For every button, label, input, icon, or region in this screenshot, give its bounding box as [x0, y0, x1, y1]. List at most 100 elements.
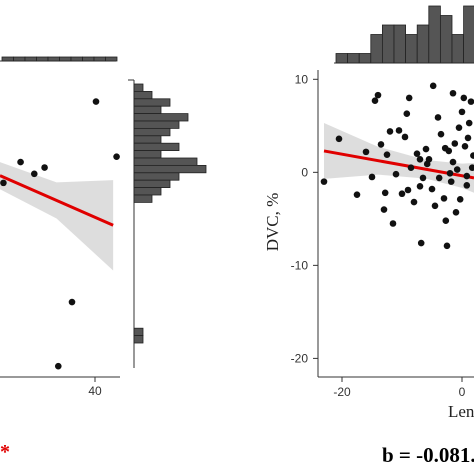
data-point [447, 178, 455, 185]
histogram-bar [82, 56, 95, 62]
data-point [398, 190, 406, 198]
data-point [467, 98, 474, 105]
histogram-bar [133, 157, 198, 166]
histogram-bar [133, 113, 189, 122]
data-point [437, 130, 445, 138]
left-x-tick-label: 40 [88, 384, 102, 398]
data-point [374, 91, 382, 99]
histogram-bar [133, 98, 171, 107]
histogram-bar [133, 335, 144, 344]
histogram-bar [416, 24, 430, 64]
data-point [460, 94, 468, 102]
right-x-axis-title: Len [448, 402, 474, 421]
x-tick-label: -20 [333, 385, 351, 399]
data-point [320, 178, 328, 185]
right-x-ticks: -20 0 [333, 377, 466, 399]
data-point [401, 133, 409, 141]
data-point [428, 185, 436, 193]
histogram-bar [133, 83, 144, 92]
data-point [92, 98, 100, 105]
histogram-bar [59, 56, 72, 62]
data-point [449, 89, 457, 97]
histogram-bar [105, 56, 118, 62]
right-slope-annotation: b = -0.081. [382, 443, 474, 467]
histogram-bar [1, 56, 14, 62]
histogram-bar [451, 34, 465, 64]
data-point [463, 172, 471, 180]
histogram-bar [133, 127, 171, 137]
data-point [403, 110, 411, 118]
histogram-bar [133, 194, 153, 203]
histogram-bar [133, 91, 153, 100]
histogram-bar [133, 187, 162, 196]
data-point [422, 145, 430, 153]
data-point [407, 164, 415, 171]
data-point [395, 127, 403, 134]
histogram-bar [70, 56, 83, 62]
right-y-axis-title: DVC, % [263, 193, 282, 252]
histogram-bar [133, 327, 144, 337]
data-point [381, 189, 389, 197]
data-point [449, 158, 457, 166]
data-point [416, 182, 424, 190]
data-point [30, 170, 38, 178]
histogram-bar [133, 179, 171, 188]
data-point [464, 134, 472, 142]
data-point [0, 179, 7, 187]
data-point [431, 202, 439, 210]
right-data-points [320, 82, 474, 250]
histogram-bar [358, 53, 372, 64]
histogram-bar [133, 172, 180, 181]
data-point [413, 150, 421, 158]
left-data-points [0, 98, 120, 370]
data-point [442, 217, 450, 225]
data-point [416, 156, 424, 163]
histogram-bar [24, 56, 37, 62]
histogram-bar [133, 105, 162, 114]
data-point [463, 182, 471, 189]
right-top-histogram [334, 5, 474, 64]
data-point [353, 191, 361, 198]
data-point [456, 196, 464, 203]
histogram-bar [463, 5, 474, 64]
y-tick-label: 0 [301, 165, 308, 179]
data-point [417, 239, 425, 247]
data-point [451, 140, 459, 147]
histogram-bar [133, 142, 180, 151]
histogram-bar [36, 56, 49, 62]
data-point [440, 195, 448, 202]
data-point [377, 141, 385, 148]
data-point [468, 164, 474, 171]
right-y-ticks: 10 0 -10 -20 [291, 72, 318, 365]
left-significance-marker: * [0, 441, 10, 463]
data-point [446, 169, 454, 177]
y-tick-label: -10 [291, 258, 309, 272]
data-point [68, 298, 76, 306]
histogram-bar [405, 34, 418, 64]
data-point [461, 142, 469, 150]
data-point [455, 124, 463, 131]
data-point [368, 173, 376, 181]
histogram-bar [381, 24, 395, 64]
histogram-bar [393, 24, 407, 64]
data-point [429, 82, 437, 90]
data-point [470, 152, 474, 159]
left-scatter-panel: 40 * [0, 56, 207, 463]
data-point [380, 206, 388, 213]
data-point [419, 174, 427, 182]
histogram-bar [133, 150, 162, 159]
histogram-bar [439, 15, 453, 64]
histogram-bar [133, 120, 180, 129]
data-point [435, 174, 443, 182]
data-point [371, 97, 379, 104]
data-point [458, 108, 466, 116]
right-confidence-band [324, 123, 474, 193]
data-point [392, 170, 400, 178]
data-point [383, 151, 391, 158]
histogram-bar [93, 56, 106, 62]
histogram-bar [428, 5, 441, 64]
histogram-bar [370, 34, 383, 64]
data-point [386, 128, 394, 135]
histogram-bar [47, 56, 60, 62]
